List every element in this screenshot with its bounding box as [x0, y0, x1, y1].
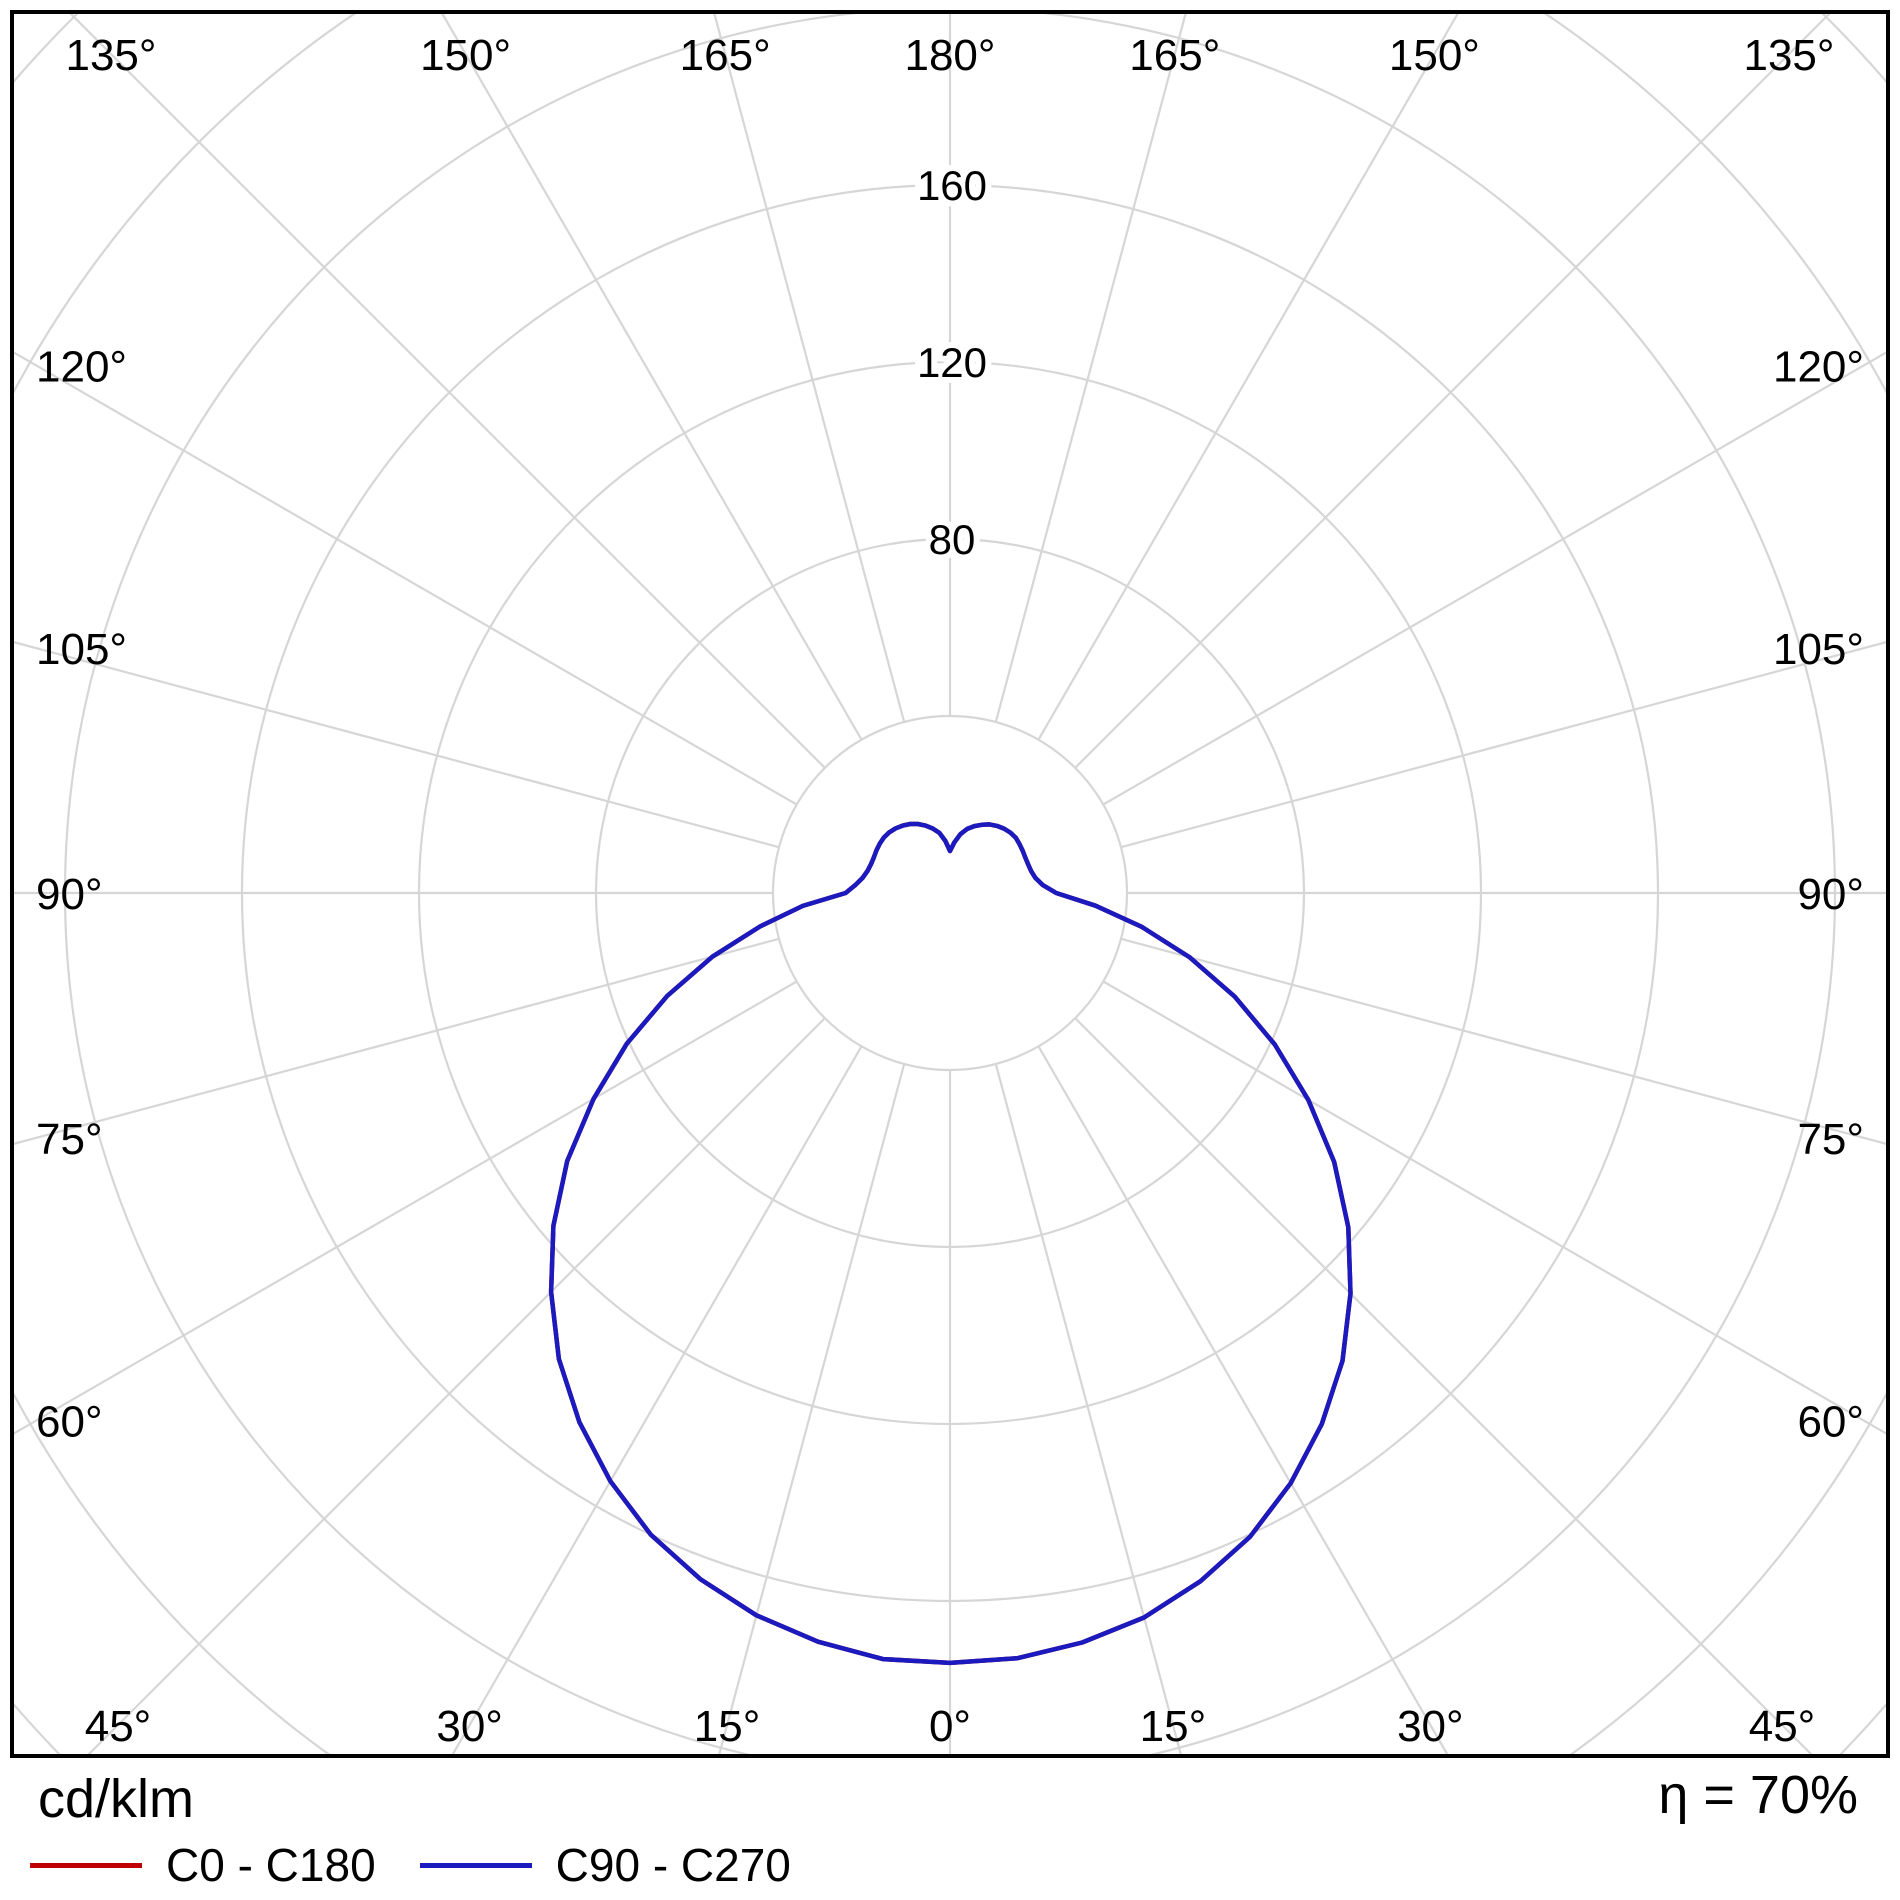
grid-spoke: [1120, 641, 1886, 849]
grid-spoke: [1074, 14, 1831, 769]
angle-label: 30°: [436, 1702, 503, 1751]
unit-label: cd/klm: [38, 1769, 195, 1829]
angle-label: 105°: [36, 625, 127, 674]
angle-label: 120°: [1773, 342, 1864, 391]
grid-spoke: [87, 1017, 826, 1754]
grid-spoke: [1120, 937, 1886, 1145]
polar-chart-frame: 80 120 160 0° 15° 15° 30° 30° 45° 45° 60° 60° 75° 75°…: [10, 10, 1890, 1758]
angle-label: 30°: [1397, 1702, 1464, 1751]
grid-spoke: [1037, 1045, 1449, 1754]
angle-label: 135°: [1743, 31, 1834, 80]
angle-label: 135°: [65, 31, 156, 80]
grid-spoke: [451, 1045, 863, 1754]
grid-spoke: [994, 14, 1187, 723]
grid-spoke: [1102, 980, 1886, 1435]
ring-value-label: 120: [917, 339, 987, 386]
ring-value-label: 160: [917, 162, 987, 209]
legend-line-swatch: [30, 1862, 142, 1868]
curve-c90-c270: [548, 821, 1353, 1666]
grid-spoke: [14, 641, 780, 849]
angle-label: 0°: [929, 1702, 971, 1751]
angle-label: 75°: [36, 1115, 103, 1164]
angle-label: 75°: [1797, 1115, 1864, 1164]
angle-label: 105°: [1773, 625, 1864, 674]
grid-spoke: [69, 14, 826, 769]
grid-spoke: [1102, 351, 1886, 806]
angle-label: 150°: [1389, 31, 1480, 80]
grid-spoke: [1074, 1017, 1813, 1754]
grid-spoke: [1037, 14, 1459, 741]
angle-label: 15°: [1140, 1702, 1207, 1751]
angle-label: 165°: [1129, 31, 1220, 80]
legend-item-c90-c270: C90 - C270: [419, 1838, 791, 1892]
angle-label: 120°: [36, 342, 127, 391]
angle-label: 90°: [1797, 870, 1864, 919]
grid-spoke: [713, 14, 906, 723]
angle-label: 165°: [680, 31, 771, 80]
efficiency-label: η = 70%: [1658, 1765, 1858, 1825]
legend: C0 - C180 C90 - C270: [30, 1838, 791, 1892]
angle-label: 15°: [694, 1702, 761, 1751]
ring-value-label: 80: [929, 516, 976, 563]
grid-spoke: [14, 351, 798, 806]
grid-ring: [771, 714, 1129, 1072]
angle-label: 90°: [36, 870, 103, 919]
angle-label: 45°: [85, 1702, 152, 1751]
polar-chart: 80 120 160 0° 15° 15° 30° 30° 45° 45° 60° 60° 75° 75°…: [14, 14, 1886, 1754]
legend-line-swatch: [419, 1862, 532, 1868]
chart-footer: cd/klm η = 70% C0 - C180 C90 - C270: [0, 1762, 1900, 1900]
angle-label: 60°: [1797, 1398, 1864, 1447]
angle-label: 180°: [904, 31, 995, 80]
grid-spoke: [441, 14, 863, 741]
legend-label: C90 - C270: [555, 1839, 791, 1891]
grid-spoke: [14, 937, 780, 1145]
legend-label: C0 - C180: [166, 1839, 376, 1891]
angle-label: 45°: [1749, 1702, 1816, 1751]
angle-label: 150°: [420, 31, 511, 80]
grid-spoke: [14, 980, 798, 1435]
angle-label: 60°: [36, 1398, 103, 1447]
legend-item-c0-c180: C0 - C180: [30, 1838, 376, 1892]
